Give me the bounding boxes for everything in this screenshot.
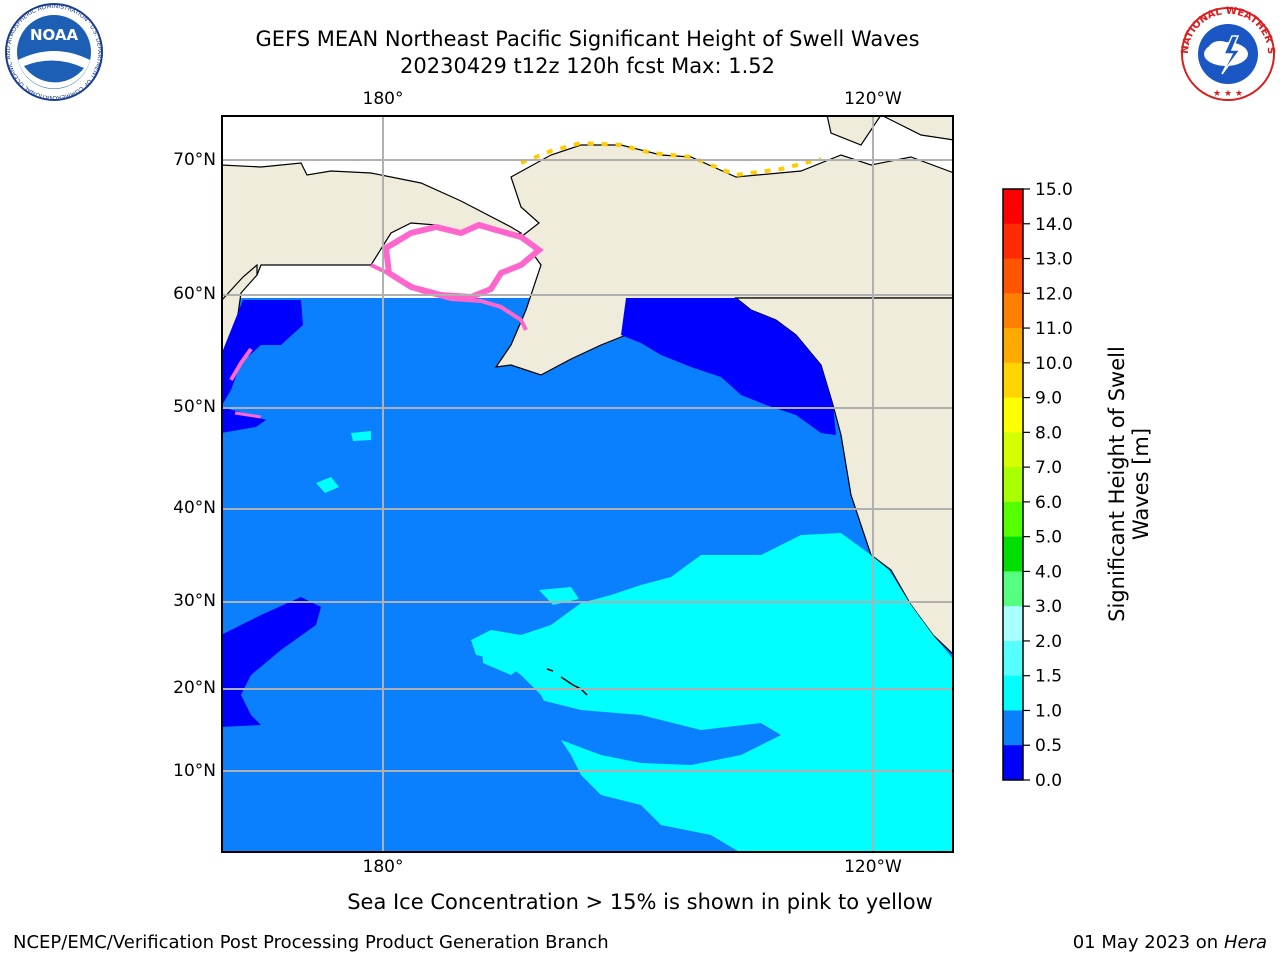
colorbar-segment — [1003, 571, 1023, 606]
chart-title: GEFS MEAN Northeast Pacific Significant … — [0, 27, 1175, 51]
sea-ice-note: Sea Ice Concentration > 15% is shown in … — [220, 890, 1060, 914]
nws-logo: NATIONAL WEATHER SERVICE ★ ★ ★ — [1176, 2, 1280, 102]
colorbar-segment — [1003, 398, 1023, 433]
colorbar-tick-label: 1.0 — [1035, 701, 1062, 721]
svg-text:★ ★ ★: ★ ★ ★ — [1213, 89, 1243, 99]
date-text: 01 May 2023 on Hera — [1073, 932, 1267, 953]
lat-label-60n: 60°N — [146, 284, 216, 304]
lat-label-50n: 50°N — [146, 397, 216, 417]
colorbar-segment — [1003, 606, 1023, 641]
colorbar-tick-label: 9.0 — [1035, 389, 1062, 409]
colorbar-segment — [1003, 293, 1023, 328]
colorbar-tick-label: 4.0 — [1035, 562, 1062, 582]
lon-label-top-180: 180° — [343, 89, 423, 109]
lat-label-10n: 10°N — [146, 761, 216, 781]
lat-label-20n: 20°N — [146, 678, 216, 698]
lon-label-top-120w: 120°W — [833, 89, 913, 109]
colorbar: 15.0 14.0 13.0 12.0 11.0 10.0 9.0 8.0 7.0 6.0 5.0 4… — [990, 180, 1110, 792]
colorbar-tick-label: 1.5 — [1035, 667, 1062, 687]
colorbar-segment — [1003, 641, 1023, 676]
colorbar-tick-label: 14.0 — [1035, 215, 1073, 235]
lat-label-70n: 70°N — [146, 150, 216, 170]
colorbar-segment — [1003, 259, 1023, 294]
colorbar-tick-label: 15.0 — [1035, 180, 1073, 200]
colorbar-tick-label: 2.0 — [1035, 632, 1062, 652]
colorbar-segment — [1003, 710, 1023, 745]
lon-label-bottom-180: 180° — [343, 857, 423, 877]
colorbar-segment — [1003, 676, 1023, 711]
lat-label-40n: 40°N — [146, 498, 216, 518]
colorbar-segment — [1003, 537, 1023, 572]
colorbar-tick-label: 12.0 — [1035, 284, 1073, 304]
colorbar-segment — [1003, 502, 1023, 537]
credit-text: NCEP/EMC/Verification Post Processing Pr… — [13, 932, 609, 953]
colorbar-tick-label: 7.0 — [1035, 458, 1062, 478]
colorbar-label: Significant Height of Swell Waves [m] — [1105, 319, 1153, 649]
colorbar-tick-label: 13.0 — [1035, 250, 1073, 270]
colorbar-segment — [1003, 189, 1023, 224]
colorbar-segment — [1003, 328, 1023, 363]
colorbar-tick-label: 5.0 — [1035, 528, 1062, 548]
date-value: 01 May 2023 on — [1073, 932, 1219, 953]
colorbar-tick-label: 8.0 — [1035, 423, 1062, 443]
host-name: Hera — [1224, 932, 1267, 953]
lon-label-bottom-120w: 120°W — [833, 857, 913, 877]
colorbar-tick-label: 10.0 — [1035, 354, 1073, 374]
map-panel — [221, 115, 954, 853]
colorbar-segment — [1003, 745, 1023, 780]
colorbar-tick-label: 11.0 — [1035, 319, 1073, 339]
noaa-logo-text: NOAA — [30, 26, 79, 44]
colorbar-segment — [1003, 467, 1023, 502]
lat-label-30n: 30°N — [146, 591, 216, 611]
colorbar-tick-label: 6.0 — [1035, 493, 1062, 513]
colorbar-tick-label: 0.5 — [1035, 736, 1062, 756]
colorbar-tick-label: 0.0 — [1035, 771, 1062, 791]
colorbar-segment — [1003, 363, 1023, 398]
chart-subtitle: 20230429 t12z 120h fcst Max: 1.52 — [0, 54, 1175, 78]
colorbar-segment — [1003, 224, 1023, 259]
colorbar-tick-label: 3.0 — [1035, 597, 1062, 617]
colorbar-segment — [1003, 432, 1023, 467]
noaa-logo: NOAA NATIONAL OCEANIC AND ATMOSPHERIC AD… — [2, 2, 106, 102]
